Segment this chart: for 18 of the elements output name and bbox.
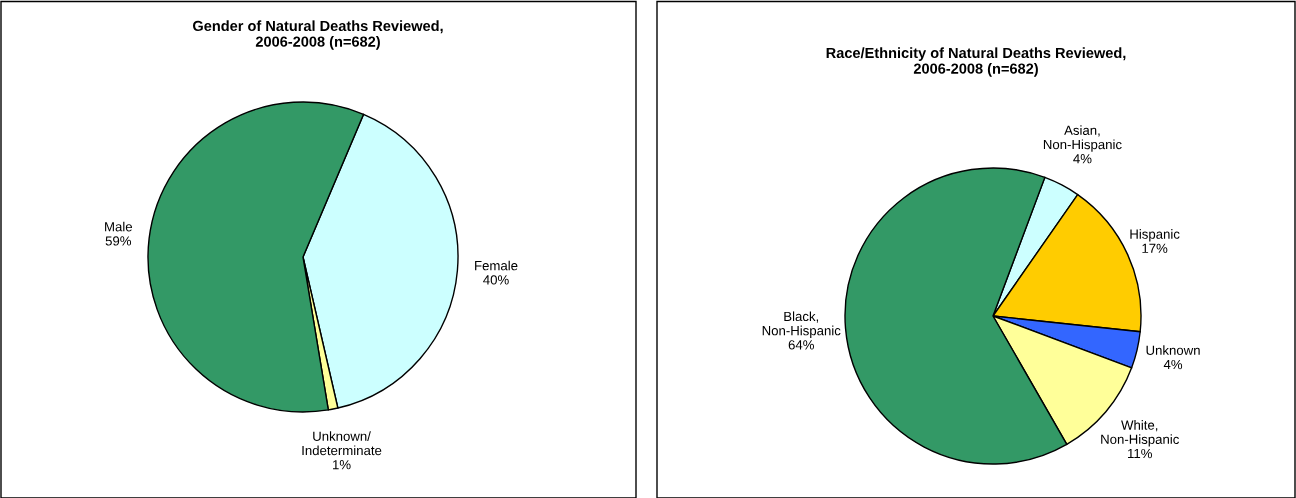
slice-label: Hispanic: [1130, 229, 1180, 242]
chart-title: Gender of Natural Deaths Reviewed, 2006-2008 (n=682): [192, 20, 443, 50]
data-label: 59%: [105, 236, 132, 246]
slice-label: Asian, Non-Hispanic: [1043, 125, 1122, 152]
slice-label: Black, Non-Hispanic: [762, 311, 841, 338]
data-label: 4%: [1073, 154, 1092, 164]
chart-title: Race/Ethnicity of Natural Deaths Reviewed, 2006-2008 (n=682): [826, 47, 1126, 77]
data-label: 11%: [1128, 448, 1152, 459]
slice-label: Female: [475, 260, 518, 271]
slice-label: White, Non-Hispanic: [1101, 420, 1179, 447]
data-label: 40%: [483, 275, 509, 285]
data-label: 1%: [333, 460, 351, 470]
data-label: 17%: [1142, 243, 1168, 253]
slice-label: Unknown: [1146, 345, 1200, 355]
data-label: 4%: [1163, 359, 1183, 370]
slice-label: Unknown/ Indeterminate: [302, 431, 382, 456]
data-label: 64%: [788, 340, 814, 350]
slice-label: Male: [105, 221, 133, 232]
